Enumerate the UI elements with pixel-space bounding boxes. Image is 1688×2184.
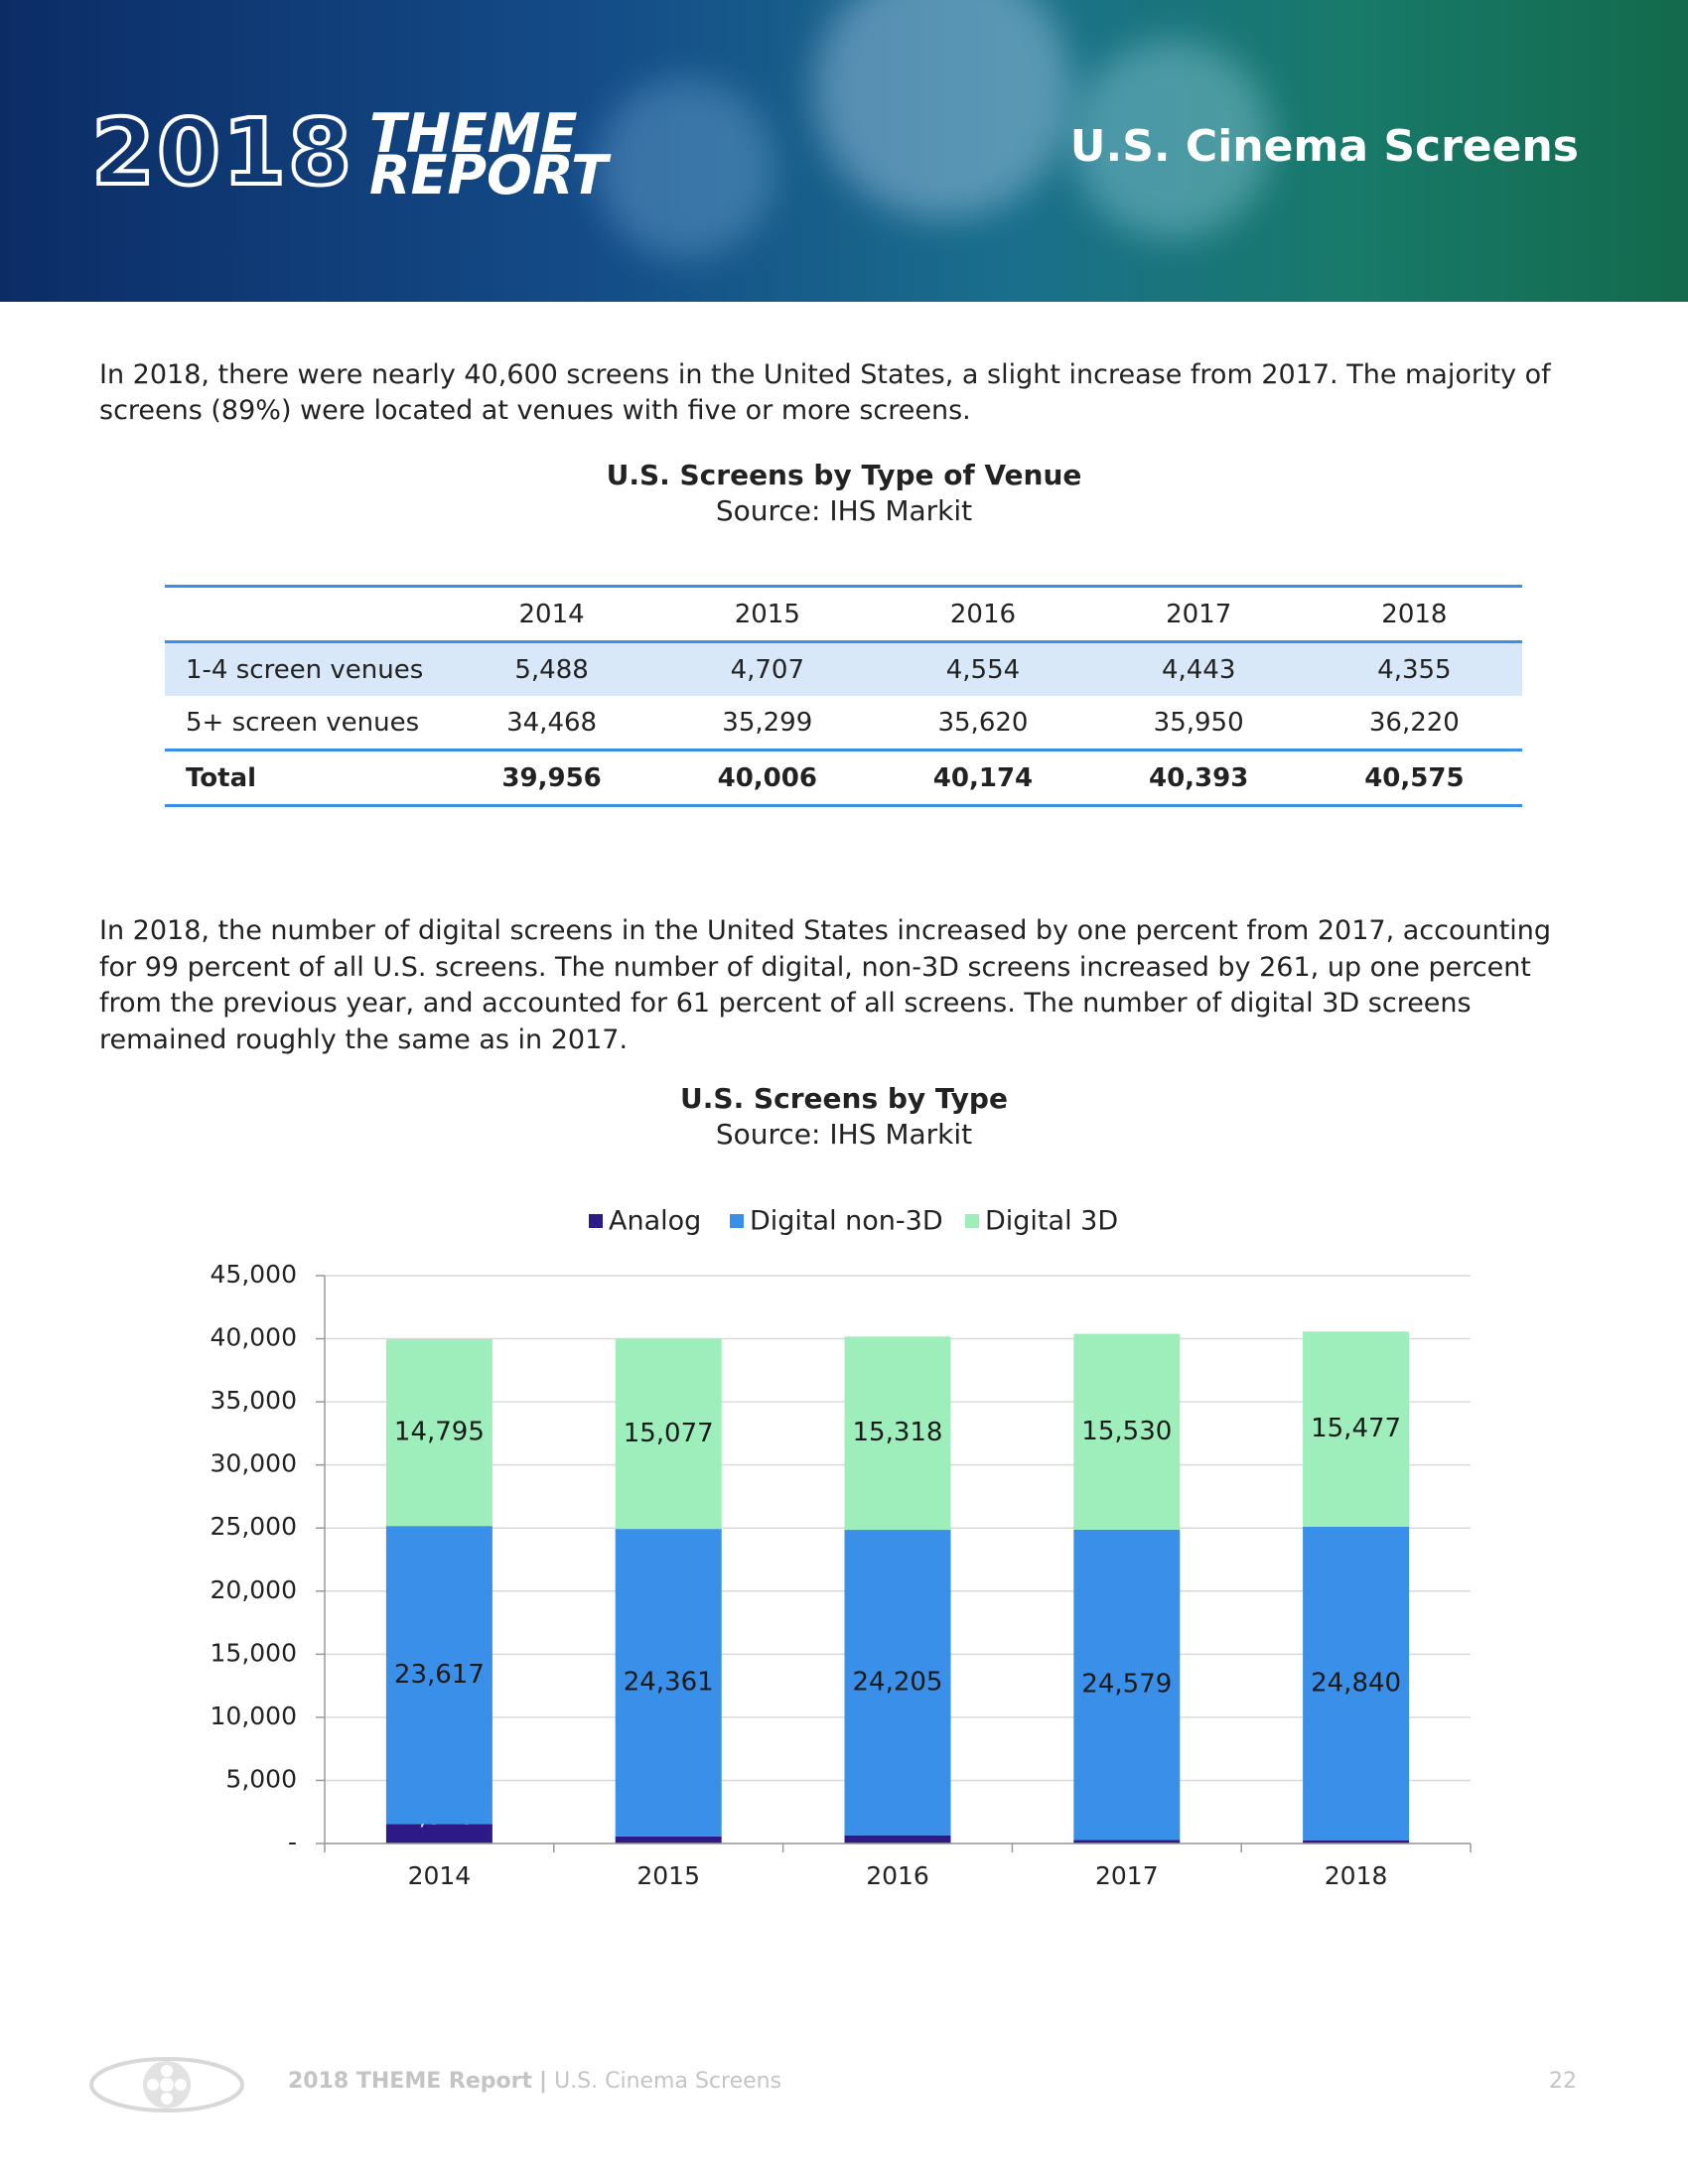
bar-segment <box>615 1836 722 1843</box>
table-cell: Total <box>165 749 444 807</box>
y-tick-label: 10,000 <box>211 1702 297 1730</box>
y-tick-label: 25,000 <box>211 1512 297 1541</box>
logo-year: 2018 <box>89 97 354 207</box>
table-row: 5+ screen venues 34,468 35,299 35,620 35,950… <box>165 696 1522 751</box>
bar-segment <box>615 1338 722 1530</box>
table-cell: 2015 <box>659 585 876 643</box>
y-tick-label: 35,000 <box>211 1386 297 1415</box>
table-cell: 35,620 <box>937 707 1029 738</box>
bar-segment <box>844 1336 951 1531</box>
venue-table: 2014 2015 2016 2017 2018 1-4 screen venues 5,4… <box>165 585 1522 807</box>
bar-segment <box>1303 1526 1410 1841</box>
bar-segment <box>844 1835 951 1843</box>
data-label: 15,530 <box>1081 1417 1172 1446</box>
x-tick-label: 2015 <box>636 1861 700 1890</box>
chart-title: U.S. Screens by Type <box>680 1082 1008 1115</box>
legend-swatch <box>730 1214 744 1228</box>
footer-brand: 2018 THEME Report <box>288 2069 533 2094</box>
bar-segment <box>1073 1333 1181 1530</box>
y-tick-label: 5,000 <box>225 1764 297 1793</box>
footer-section: U.S. Cinema Screens <box>554 2069 782 2094</box>
y-tick-label: 20,000 <box>211 1575 297 1604</box>
footer-logo <box>89 2057 244 2113</box>
bar-segment <box>615 1529 722 1837</box>
legend-label: Analog <box>609 1206 701 1237</box>
page-title: U.S. Cinema Screens <box>1069 121 1579 172</box>
data-label: 24,840 <box>1311 1668 1401 1698</box>
table-source: Source: IHS Markit <box>715 494 973 527</box>
table-cell: 1-4 screen venues <box>165 641 444 696</box>
table-cell: 5+ screen venues <box>186 707 420 738</box>
data-label: 15,477 <box>1311 1414 1401 1443</box>
data-label: 15,318 <box>853 1418 943 1447</box>
y-tick-label: 45,000 <box>211 1260 297 1289</box>
y-tick-label: 30,000 <box>211 1449 297 1478</box>
table-cell: 5,488 <box>444 641 660 696</box>
table-cell: 4,554 <box>875 641 1091 696</box>
bar-segment <box>1303 1331 1410 1527</box>
bar-segment <box>385 1339 492 1527</box>
x-tick-label: 2014 <box>408 1861 472 1890</box>
body-paragraph: In 2018, the number of digital screens i… <box>99 915 1552 1055</box>
chart: U.S. Screens by Type Source: IHS Markit … <box>211 1082 1472 1890</box>
bar-segment <box>1073 1529 1181 1841</box>
bar-segment <box>385 1824 492 1843</box>
logo-word: THEME <box>369 102 578 165</box>
table-cell: 4,355 <box>1306 641 1522 696</box>
table-cell: 35,950 <box>1153 707 1244 738</box>
table-cell: 2018 <box>1306 585 1522 643</box>
table-cell: 4,443 <box>1090 641 1307 696</box>
table-cell: 36,220 <box>1368 707 1460 738</box>
data-label: 24,205 <box>853 1667 943 1697</box>
data-label: 14,795 <box>394 1418 485 1447</box>
data-label: 24,579 <box>1081 1670 1172 1700</box>
bar-segment <box>1303 1840 1410 1843</box>
table-row: 2014 2015 2016 2017 2018 <box>165 585 1522 643</box>
y-tick-label: 15,000 <box>211 1638 297 1667</box>
table-cell: 40,575 <box>1306 749 1522 807</box>
table-cell: 39,956 <box>444 749 660 807</box>
table-row: 1-4 screen venues 5,488 4,707 4,554 4,443 4,3… <box>165 641 1522 696</box>
legend-label: Digital non-3D <box>750 1206 943 1237</box>
x-tick-label: 2018 <box>1325 1861 1388 1890</box>
table-cell: 2016 <box>875 585 1091 643</box>
table-cell: 34,468 <box>506 707 598 738</box>
legend-label: Digital 3D <box>985 1206 1118 1237</box>
y-tick-label: - <box>288 1828 297 1856</box>
table-cell: 2014 <box>444 585 660 643</box>
table-title: U.S. Screens by Type of Venue <box>606 459 1082 491</box>
logo-word: REPORT <box>369 144 608 206</box>
footer: 2018 THEME Report | U.S. Cinema Screens … <box>0 2055 1688 2115</box>
x-tick-label: 2016 <box>866 1861 929 1890</box>
table-cell: 40,174 <box>875 749 1091 807</box>
header: 2018 THEME REPORT U.S. Cinema Screens <box>0 0 1688 302</box>
table-row: Total 39,956 40,006 40,174 40,393 40,575 <box>165 749 1522 807</box>
footer-separator: | <box>539 2069 548 2094</box>
legend-swatch <box>965 1214 979 1228</box>
bar-segment <box>385 1526 492 1825</box>
table-cell: 40,006 <box>659 749 876 807</box>
table-cell: 4,707 <box>659 641 876 696</box>
y-tick-label: 40,000 <box>211 1323 297 1352</box>
footer-text: 2018 THEME Report | U.S. Cinema Screens <box>288 2069 781 2094</box>
legend-swatch <box>589 1214 603 1228</box>
chart-subtitle: Source: IHS Markit <box>716 1118 972 1151</box>
page-number: 22 <box>1549 2069 1577 2094</box>
x-tick-label: 2017 <box>1095 1861 1159 1890</box>
table-cell: 2017 <box>1090 585 1307 643</box>
bar-segment <box>844 1530 951 1836</box>
table-cell: 35,299 <box>722 707 813 738</box>
table-cell: 40,393 <box>1090 749 1307 807</box>
data-label: 23,617 <box>394 1660 485 1690</box>
bar-segment <box>1073 1840 1181 1843</box>
table-cell <box>165 585 444 643</box>
intro-paragraph: In 2018, there were nearly 40,600 screen… <box>99 359 1551 426</box>
data-label: 24,361 <box>624 1667 714 1697</box>
data-label: 15,077 <box>624 1419 714 1448</box>
